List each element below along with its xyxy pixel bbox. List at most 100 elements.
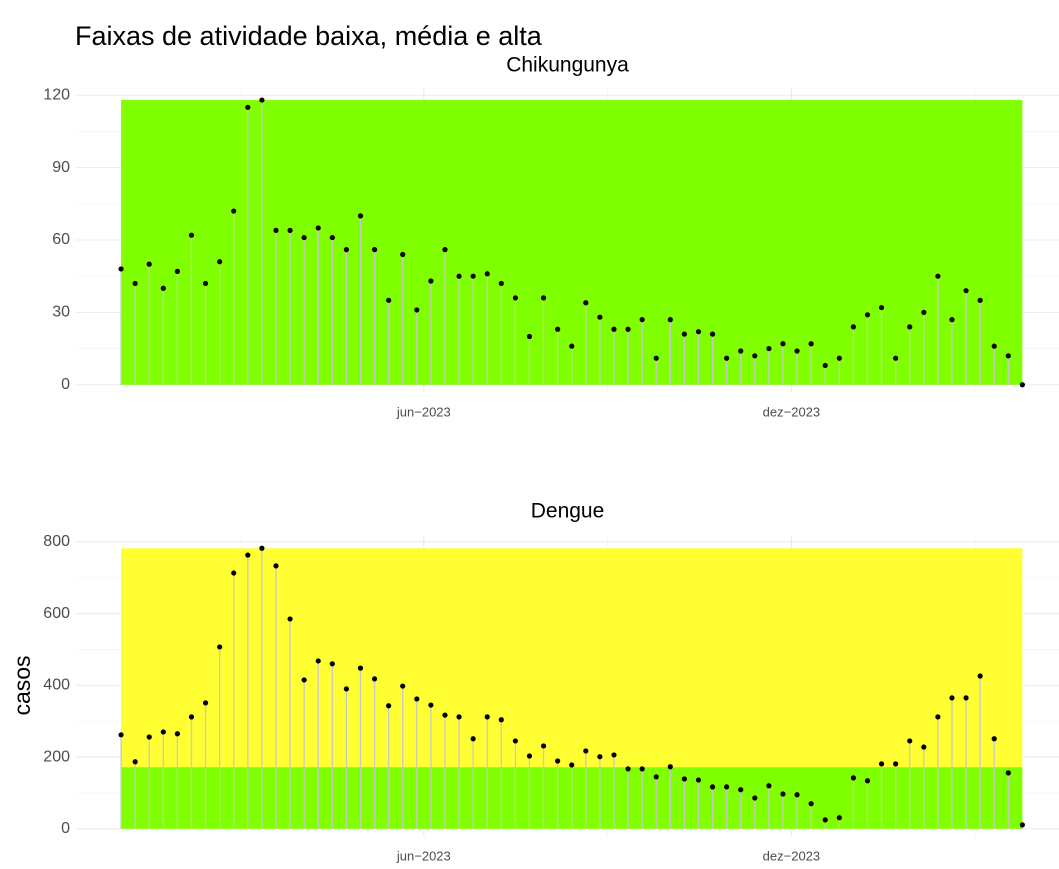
point (878, 304, 885, 311)
point (794, 792, 800, 798)
point (329, 234, 335, 241)
y-tick-label: 600 (43, 605, 70, 622)
point (583, 300, 589, 306)
point (766, 345, 772, 352)
point (681, 776, 687, 782)
point (371, 247, 378, 253)
point (977, 673, 983, 679)
point (1005, 770, 1011, 776)
point (160, 285, 166, 291)
point (315, 658, 321, 664)
point (752, 353, 758, 359)
point (963, 695, 969, 701)
point (625, 326, 631, 332)
point (653, 355, 659, 361)
point (132, 759, 138, 765)
point (625, 766, 631, 772)
point (132, 280, 138, 287)
point (907, 738, 913, 744)
point (864, 778, 871, 784)
point (864, 312, 871, 318)
point (709, 331, 716, 337)
point (555, 326, 561, 332)
point (921, 309, 927, 315)
point (1019, 382, 1025, 388)
point (555, 758, 561, 764)
point (639, 766, 645, 772)
point (766, 783, 772, 789)
point (174, 268, 180, 274)
panel-title: Chikungunya (506, 54, 629, 77)
y-tick-label: 90 (52, 159, 70, 176)
point (217, 259, 223, 265)
point (217, 644, 223, 650)
point (428, 702, 434, 708)
point (1005, 353, 1011, 359)
point (484, 714, 490, 720)
point (259, 97, 265, 103)
point (921, 744, 927, 750)
point (174, 731, 180, 737)
point (597, 314, 603, 320)
point (245, 552, 251, 558)
point (907, 324, 913, 330)
point (878, 761, 885, 767)
x-tick-label: dez−2023 (763, 404, 820, 419)
point (794, 348, 800, 354)
point (569, 762, 575, 768)
x-tick-label: jun−2023 (396, 404, 451, 419)
point (540, 743, 547, 749)
point (245, 104, 251, 110)
point (456, 273, 462, 279)
point (371, 676, 378, 682)
point (498, 717, 504, 723)
point (315, 225, 321, 231)
point (301, 234, 307, 241)
point (695, 329, 702, 335)
point (146, 261, 152, 267)
point (442, 712, 448, 718)
point (470, 273, 476, 279)
point (780, 791, 786, 797)
point (738, 348, 744, 354)
point (470, 736, 476, 742)
point (949, 695, 955, 701)
point (287, 616, 293, 622)
point (681, 331, 687, 337)
point (202, 700, 209, 706)
activity-band (121, 100, 1023, 385)
point (343, 247, 349, 253)
point (301, 677, 307, 683)
point (273, 563, 279, 569)
point (695, 777, 702, 783)
point (724, 784, 730, 790)
point (400, 683, 406, 689)
point (442, 247, 448, 253)
point (935, 714, 941, 720)
panel-title: Dengue (531, 500, 605, 523)
point (822, 817, 828, 823)
point (400, 251, 406, 258)
point (484, 271, 490, 277)
y-tick-label: 60 (52, 231, 70, 248)
y-tick-label: 800 (43, 533, 70, 550)
point (526, 333, 533, 340)
figure-title: Faixas de atividade baixa, média e alta (75, 21, 543, 51)
y-tick-label: 30 (52, 304, 70, 321)
activity-band (121, 548, 1023, 768)
point (414, 696, 420, 702)
point (935, 273, 941, 279)
y-axis-label: casos (9, 655, 35, 715)
point (653, 774, 659, 780)
point (231, 570, 237, 576)
point (343, 686, 349, 692)
point (977, 297, 983, 303)
point (526, 753, 533, 759)
point (1019, 822, 1025, 828)
point (893, 761, 899, 767)
point (273, 227, 279, 233)
point (160, 729, 166, 735)
point (963, 288, 969, 294)
y-tick-label: 200 (43, 748, 70, 765)
point (724, 355, 730, 361)
